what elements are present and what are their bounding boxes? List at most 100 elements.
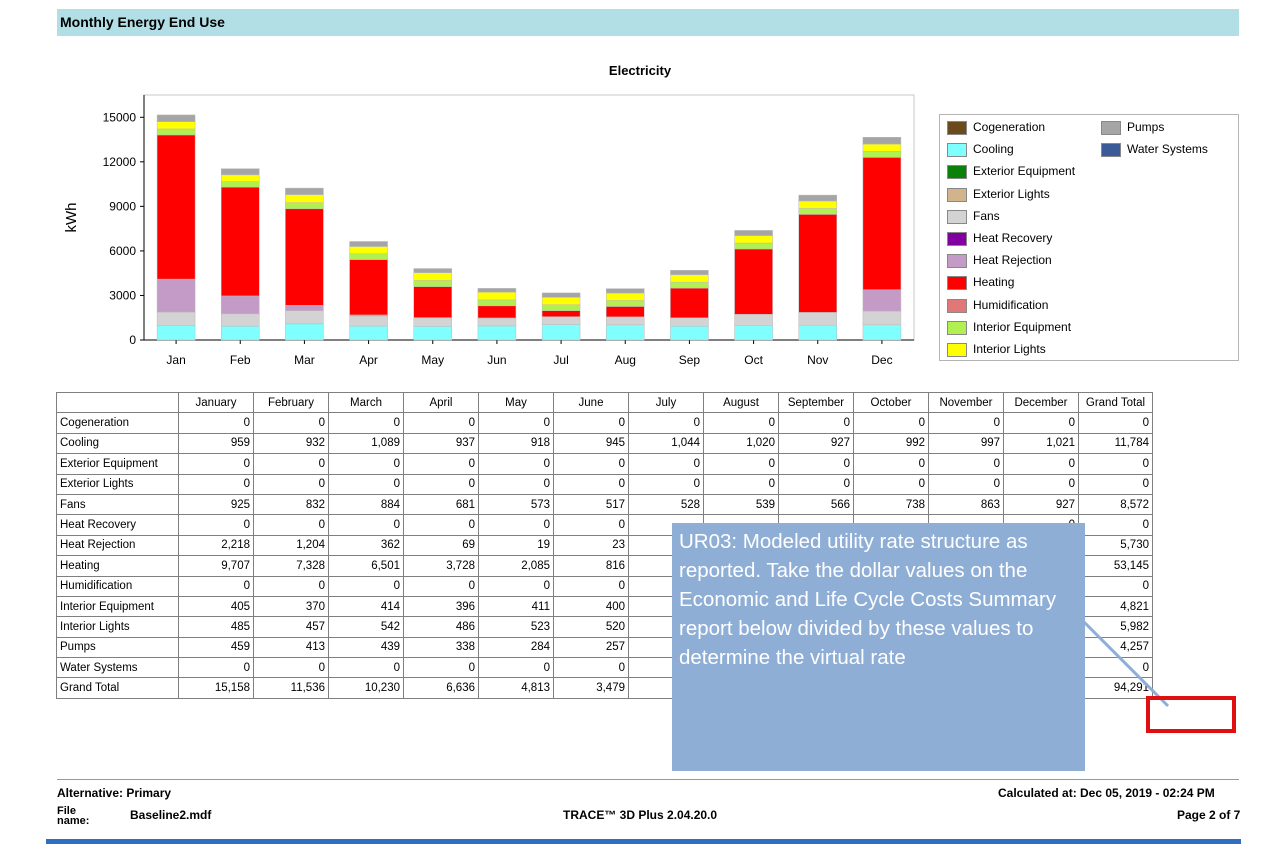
table-cell: 9,707 <box>178 555 254 577</box>
row-label: Water Systems <box>56 657 179 679</box>
legend-swatch <box>947 187 967 202</box>
table-row: Exterior Lights 0 0 0 0 0 0 0 0 0 0 0 0 0 <box>56 473 1153 495</box>
legend-swatch <box>947 143 967 158</box>
section-header: Monthly Energy End Use <box>57 9 1239 36</box>
grand-total-highlight <box>1146 696 1236 733</box>
legend-label: Exterior Equipment <box>973 164 1076 179</box>
bar-segment-heat-rejection <box>156 278 196 313</box>
x-tick-label: Nov <box>807 353 828 367</box>
bar-segment-heating <box>285 208 324 306</box>
table-cell: 10,230 <box>328 677 404 699</box>
table-cell: 997 <box>928 432 1004 455</box>
row-label: Heat Rejection <box>56 534 179 557</box>
bar-segment-pumps <box>156 114 196 122</box>
x-tick-label: Jul <box>553 353 568 367</box>
x-tick-label: Sep <box>679 353 701 367</box>
bar-segment-pumps <box>862 137 902 145</box>
table-cell: 6,636 <box>403 677 479 699</box>
row-label: Cogeneration <box>56 412 179 434</box>
chart-title: Electricity <box>608 63 672 78</box>
bar-segment-heating <box>670 287 709 319</box>
y-tick-label: 12000 <box>103 155 137 169</box>
legend-swatch <box>947 320 967 335</box>
table-cell: 284 <box>478 636 554 659</box>
y-tick-label: 6000 <box>109 244 136 258</box>
table-cell: 485 <box>178 616 254 638</box>
plot-area <box>143 94 915 341</box>
table-cell: 94,291 <box>1078 677 1153 699</box>
bar-segment-heating <box>349 259 388 316</box>
legend-swatch <box>947 165 967 180</box>
row-label: Heat Recovery <box>56 514 179 536</box>
bar-segment-pumps <box>798 194 837 202</box>
y-tick-label: 15000 <box>103 110 137 124</box>
y-tick-label: 3000 <box>109 288 136 302</box>
table-cell: 3,479 <box>553 677 629 699</box>
table-cell: 992 <box>853 432 929 455</box>
footer-divider <box>57 779 1239 780</box>
legend-swatch <box>947 121 967 135</box>
table-cell: 486 <box>403 616 479 638</box>
table-cell: 257 <box>553 636 629 659</box>
annotation-callout: UR03: Modeled utility rate structure as … <box>672 523 1085 771</box>
legend-label: Fans <box>973 208 1000 223</box>
table-cell: 3,728 <box>403 555 479 577</box>
legend-label: Cogeneration <box>973 120 1046 134</box>
bar-segment-pumps <box>285 187 324 195</box>
x-tick-label: Apr <box>359 353 378 367</box>
bar-segment-heating <box>221 186 260 297</box>
x-tick-label: Jan <box>166 353 185 367</box>
x-tick-label: Jun <box>487 353 506 367</box>
table-cell: 15,158 <box>178 677 254 699</box>
table-cell: 11,536 <box>253 677 329 699</box>
footer-file-value: Baseline2.mdf <box>130 808 212 822</box>
legend-swatch <box>947 343 967 357</box>
legend-swatch <box>1101 143 1121 158</box>
table-header-row: January February March April May June July Augu… <box>56 391 1153 414</box>
legend-swatch <box>947 298 967 313</box>
footer-product: TRACE™ 3D Plus 2.04.20.0 <box>563 808 718 822</box>
x-tick-label: Mar <box>294 353 315 367</box>
column-header: April <box>403 391 479 414</box>
column-header: August <box>703 391 779 414</box>
legend-label: Interior Equipment <box>973 319 1072 334</box>
electricity-chart: 0 3000 6000 9000 12000 15000 kWh Jan Feb Mar Apr Ma… <box>63 94 915 367</box>
y-tick-label: 0 <box>129 333 136 347</box>
legend-label: Heating <box>973 275 1015 290</box>
bar-segment-pumps <box>221 168 260 176</box>
row-label: Pumps <box>56 636 179 659</box>
bar-segment-pumps <box>413 268 452 274</box>
bar-segment-heating <box>156 134 196 280</box>
x-tick-label: Feb <box>230 353 251 367</box>
legend-label: Heat Rejection <box>973 253 1052 268</box>
table-cell: 457 <box>253 616 329 638</box>
y-axis-label: kWh <box>63 203 80 233</box>
table-cell: 738 <box>853 493 929 516</box>
row-label: Interior Equipment <box>56 595 179 618</box>
table-cell: 2,218 <box>178 534 254 557</box>
column-header: Grand Total <box>1078 391 1153 414</box>
table-row: Cooling 959 932 1,089 937 918 945 1,044 1,020 927… <box>56 432 1153 455</box>
column-header: September <box>778 391 854 414</box>
bar-segment-heating <box>734 248 773 315</box>
legend-label: Pumps <box>1127 120 1165 134</box>
legend-swatch <box>947 276 967 291</box>
bar-segment-heating <box>862 157 902 290</box>
x-tick-label: May <box>421 353 444 367</box>
bar-segment-pumps <box>670 270 709 276</box>
bottom-band <box>46 839 1241 844</box>
footer-file-label: File name: <box>57 805 90 827</box>
legend-swatch <box>947 254 967 269</box>
legend-swatch <box>947 209 967 224</box>
bar-segment-pumps <box>477 288 517 293</box>
column-header: January <box>178 391 254 414</box>
legend-label: Interior Lights <box>973 342 1046 356</box>
legend-label: Cooling <box>973 142 1014 157</box>
legend-label: Heat Recovery <box>973 231 1053 245</box>
table-cell: 413 <box>253 636 329 659</box>
table-cell: 832 <box>253 493 329 516</box>
bar-segment-pumps <box>541 292 581 298</box>
legend-swatch <box>1101 121 1121 135</box>
x-tick-label: Dec <box>871 353 892 367</box>
